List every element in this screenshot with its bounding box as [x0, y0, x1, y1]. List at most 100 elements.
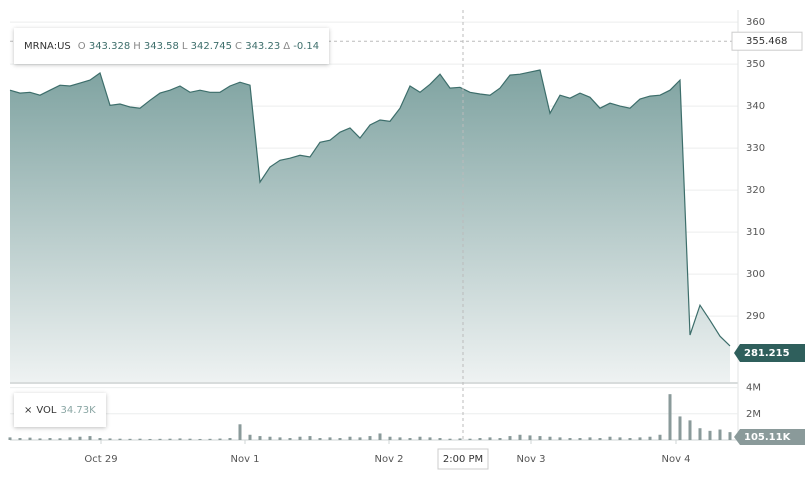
- ohlc-key: O: [77, 40, 86, 52]
- volume-bar: [38, 438, 42, 440]
- volume-bar: [148, 438, 152, 440]
- volume-bar: [558, 437, 562, 440]
- volume-bar: [178, 438, 182, 440]
- y-tick-label: 2M: [746, 409, 761, 420]
- crosshair-y-label: 355.468: [746, 36, 787, 47]
- y-tick-label: 300: [746, 269, 765, 280]
- volume-bar: [58, 438, 62, 440]
- close-icon[interactable]: ×: [24, 404, 33, 416]
- x-tick-label: Oct 29: [84, 454, 117, 465]
- volume-name: VOL: [36, 404, 57, 416]
- volume-bar: [208, 438, 212, 440]
- volume-bar: [468, 438, 472, 440]
- volume-bar: [518, 434, 522, 440]
- volume-bar: [698, 428, 702, 440]
- y-tick-label: 350: [746, 59, 765, 70]
- ohlc-value: 343.58: [143, 40, 179, 52]
- volume-bar: [568, 438, 572, 440]
- y-tick-label: 4M: [746, 383, 761, 394]
- volume-bar: [648, 436, 652, 440]
- volume-bar: [98, 438, 102, 440]
- volume-bar: [508, 436, 512, 440]
- volume-bar: [108, 438, 112, 440]
- y-tick-label: 310: [746, 227, 765, 238]
- volume-bar: [578, 438, 582, 440]
- volume-bar: [328, 437, 332, 440]
- x-tick-label: Nov 3: [516, 454, 545, 465]
- volume-bar: [458, 438, 462, 440]
- volume-bar: [268, 436, 272, 440]
- ohlc-value: 343.23: [245, 40, 281, 52]
- crosshair-y-box: [731, 31, 803, 51]
- ohlc-value: 342.745: [190, 40, 233, 52]
- volume-bar: [218, 438, 222, 440]
- ohlc-value: -0.14: [293, 40, 320, 52]
- volume-legend: × VOL 34.73K: [14, 393, 106, 427]
- volume-bar: [368, 436, 372, 440]
- volume-bar: [8, 437, 12, 440]
- volume-bar: [348, 436, 352, 440]
- price-line: [9, 69, 731, 347]
- last-volume-tag: [734, 429, 805, 445]
- volume-bar: [418, 436, 422, 440]
- volume-bar: [18, 438, 22, 440]
- volume-bar: [358, 437, 362, 440]
- volume-bar: [438, 438, 442, 440]
- volume-bar: [238, 424, 242, 440]
- volume-bar: [198, 438, 202, 440]
- volume-bar: [118, 438, 122, 440]
- ohlc-key: H: [133, 40, 141, 52]
- volume-bar: [598, 438, 602, 440]
- volume-bar: [288, 438, 292, 440]
- volume-bar: [528, 435, 532, 440]
- volume-bar: [308, 436, 312, 440]
- volume-bar: [128, 438, 132, 440]
- volume-bar: [28, 437, 32, 440]
- volume-bar: [48, 438, 52, 440]
- x-tick-label: Nov 2: [374, 454, 403, 465]
- volume-bar: [258, 436, 262, 440]
- volume-bar: [668, 394, 672, 440]
- volume-bar: [628, 438, 632, 440]
- volume-bar: [498, 438, 502, 440]
- price-legend: MRNA:US O 343.328 H 343.58 L 342.745 C 343.…: [14, 28, 330, 64]
- volume-bar: [678, 416, 682, 440]
- volume-bar: [538, 436, 542, 440]
- ticker: MRNA:US: [24, 40, 71, 52]
- volume-bar: [388, 436, 392, 440]
- volume-bar: [688, 420, 692, 440]
- volume-bar: [228, 438, 232, 440]
- x-tick-label: Nov 4: [661, 454, 690, 465]
- volume-bar: [248, 434, 252, 440]
- volume-bar: [78, 436, 82, 440]
- volume-bar: [608, 436, 612, 440]
- volume-bar: [658, 434, 662, 440]
- volume-bar: [158, 438, 162, 440]
- volume-bar: [408, 438, 412, 440]
- y-tick-label: 290: [746, 311, 765, 322]
- y-tick-label: 360: [746, 17, 765, 28]
- volume-bar: [548, 436, 552, 440]
- volume-bar: [488, 437, 492, 440]
- ohlc-key: Δ: [283, 40, 291, 52]
- area-fill: [10, 70, 730, 382]
- volume-bar: [428, 437, 432, 440]
- ohlc-key: C: [235, 40, 243, 52]
- volume-bar: [638, 437, 642, 440]
- ohlc-value: 343.328: [88, 40, 131, 52]
- volume-bar: [708, 430, 712, 440]
- last-price-tag: [734, 343, 805, 362]
- volume-bar: [88, 436, 92, 440]
- crosshair-x-box: [437, 448, 489, 470]
- volume-bar: [718, 429, 722, 440]
- volume-bar: [188, 438, 192, 440]
- volume-bar: [478, 438, 482, 440]
- volume-bar: [168, 438, 172, 440]
- volume-bar: [68, 437, 72, 440]
- last-price-label: 281.215: [744, 348, 790, 359]
- volume-bar: [618, 437, 622, 440]
- volume-bar: [338, 438, 342, 440]
- y-tick-label: 340: [746, 101, 765, 112]
